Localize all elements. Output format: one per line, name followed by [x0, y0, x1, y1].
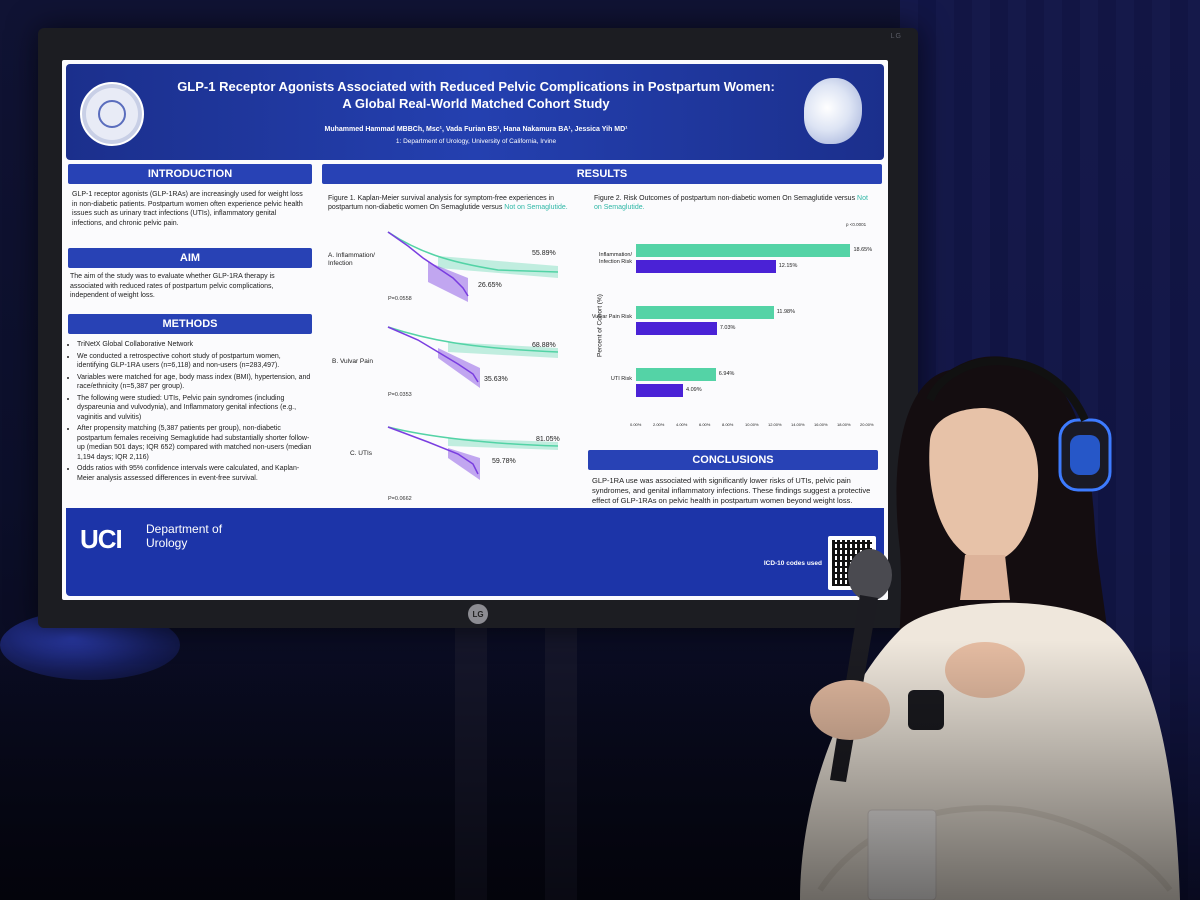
bar-category-label: Inflammation/ Infection Risk: [598, 252, 632, 265]
km-panel-c-top-value: 81.05%: [536, 436, 560, 443]
figure2-caption-main: Figure 2. Risk Outcomes of postpartum no…: [594, 195, 858, 202]
conclusions-text: GLP-1RA use was associated with signific…: [592, 476, 871, 505]
figure1-caption-highlight: Not on Semaglutide.: [504, 204, 568, 211]
x-tick: 10.00%: [745, 422, 759, 427]
poster-screen: GLP-1 Receptor Agonists Associated with …: [62, 60, 888, 600]
floor-shadow: [0, 640, 1200, 900]
figure1-caption-main: Figure 1. Kaplan-Meier survival analysis…: [328, 195, 555, 211]
bar-not-on-semaglutide: [636, 306, 774, 319]
aim-heading: AIM: [68, 248, 312, 268]
headphones-icon: [926, 357, 1112, 492]
introduction-text: GLP-1 receptor agonists (GLP-1RAs) are i…: [72, 191, 303, 227]
x-tick: 2.00%: [653, 422, 665, 427]
methods-item: The following were studied: UTIs, Pelvic…: [77, 394, 312, 423]
km-panel-c: [387, 426, 559, 480]
figure2-caption: Figure 2. Risk Outcomes of postpartum no…: [594, 194, 874, 212]
bar-not-on-semaglutide: [636, 368, 716, 381]
x-tick: 4.00%: [676, 422, 688, 427]
km-panel-a-bottom-value: 26.65%: [478, 282, 502, 289]
poster-title-line2: A Global Real-World Matched Cohort Study: [342, 96, 610, 111]
results-heading: RESULTS: [322, 164, 882, 184]
x-tick: 8.00%: [722, 422, 734, 427]
university-seal-icon: [80, 82, 144, 146]
bar-category-label: Vulvar Pain Risk: [591, 314, 632, 320]
bar-not-on-semaglutide: [636, 244, 851, 257]
figure2-caption-highlight: Not on Semaglutide.: [594, 195, 868, 211]
km-panel-a-label: A. Inflammation/ Infection: [328, 252, 375, 267]
km-curve-not-on: [387, 426, 559, 447]
x-tick: 6.00%: [699, 422, 711, 427]
bar-category-label: UTI Risk: [610, 376, 632, 382]
poster-header: GLP-1 Receptor Agonists Associated with …: [66, 64, 884, 160]
km-panel-b-label: B. Vulvar Pain: [332, 358, 373, 365]
km-band-not-on: [448, 342, 558, 358]
bar-on-semaglutide: [636, 322, 717, 335]
bar-chart-x-axis: 0.00% 2.00% 4.00% 6.00% 8.00% 10.00% 12.…: [630, 422, 874, 432]
poster-footer: UCI Department of Urology ICD-10 codes u…: [66, 508, 884, 596]
bar-value-label: 7.03%: [719, 325, 736, 331]
bar-value-label: 11.98%: [776, 309, 796, 315]
x-tick: 12.00%: [768, 422, 782, 427]
uci-logo: UCI: [80, 524, 123, 554]
kaplan-meier-figure: [387, 231, 559, 480]
bar-value-label: 6.94%: [718, 371, 735, 377]
introduction-heading: INTRODUCTION: [68, 164, 312, 184]
x-tick: 16.00%: [814, 422, 828, 427]
department-line2: Urology: [146, 536, 188, 550]
poster-title-line1: GLP-1 Receptor Agonists Associated with …: [177, 79, 775, 94]
km-curve-on: [387, 326, 479, 383]
methods-heading: METHODS: [68, 314, 312, 334]
conclusions-heading: CONCLUSIONS: [588, 450, 878, 470]
figure1-caption: Figure 1. Kaplan-Meier survival analysis…: [328, 194, 568, 212]
x-tick: 14.00%: [791, 422, 805, 427]
km-panel-b-bottom-value: 35.63%: [484, 376, 508, 383]
km-panel-a: [387, 231, 559, 302]
poster-title: GLP-1 Receptor Agonists Associated with …: [156, 78, 796, 112]
presenter-face: [929, 408, 1039, 563]
x-tick: 18.00%: [837, 422, 851, 427]
x-tick: 0.00%: [630, 422, 642, 427]
km-panel-a-top-value: 55.89%: [532, 250, 556, 257]
km-curve-not-on: [387, 326, 559, 353]
km-band-not-on: [448, 438, 558, 450]
bar-on-semaglutide: [636, 260, 776, 273]
km-curve-on: [387, 231, 469, 297]
bar-value-label: 12.15%: [778, 263, 798, 269]
methods-item: Variables were matched for age, body mas…: [77, 373, 312, 392]
km-panel-c-bottom-value: 59.78%: [492, 458, 516, 465]
monitor-brand: LG: [890, 33, 902, 40]
presenter-neck: [960, 555, 1010, 600]
poster-affiliation: 1: Department of Urology, University of …: [395, 138, 557, 145]
methods-item: After propensity matching (5,387 patient…: [77, 424, 312, 462]
bar-chart-p-note: p <0.0001: [846, 222, 867, 227]
methods-item: Odds ratios with 95% confidence interval…: [77, 464, 312, 483]
km-band-not-on: [438, 256, 558, 278]
aim-text: The aim of the study was to evaluate whe…: [70, 273, 275, 299]
monitor-logo-icon: LG: [468, 604, 488, 624]
km-panel-b-top-value: 68.88%: [532, 342, 556, 349]
km-panel-b: [387, 326, 559, 388]
km-panel-a-p-value: P=0.0558: [388, 296, 412, 302]
methods-item: We conducted a retrospective cohort stud…: [77, 352, 312, 371]
km-panel-c-label: C. UTIs: [350, 450, 373, 457]
department-line1: Department of: [146, 522, 223, 536]
nautilus-shell-icon: [804, 78, 862, 144]
bar-chart-ylabel: Percent of Cohort (%): [596, 294, 604, 357]
bar-value-label: 18.65%: [853, 247, 873, 253]
km-panel-b-p-value: P=0.0353: [388, 392, 412, 398]
x-tick: 20.00%: [860, 422, 874, 427]
methods-list: TriNetX Global Collaborative Network We …: [68, 340, 312, 485]
department-name: Department of Urology: [146, 522, 222, 550]
km-band-on: [428, 262, 468, 302]
bar-on-semaglutide: [636, 384, 684, 397]
poster-authors: Muhammed Hammad MBBCh, Msc¹, Vada Furian…: [324, 126, 628, 133]
km-band-on: [448, 448, 480, 480]
risk-bar-chart: Inflammation/ Infection Risk 18.65% 12.15%…: [592, 236, 872, 430]
icd-note: ICD-10 codes used: [763, 560, 822, 567]
km-panel-c-p-value: P=0.0662: [388, 496, 412, 502]
bar-value-label: 4.09%: [686, 387, 702, 393]
km-band-on: [438, 348, 480, 388]
km-curve-on: [387, 426, 479, 475]
methods-item: TriNetX Global Collaborative Network: [77, 340, 312, 350]
